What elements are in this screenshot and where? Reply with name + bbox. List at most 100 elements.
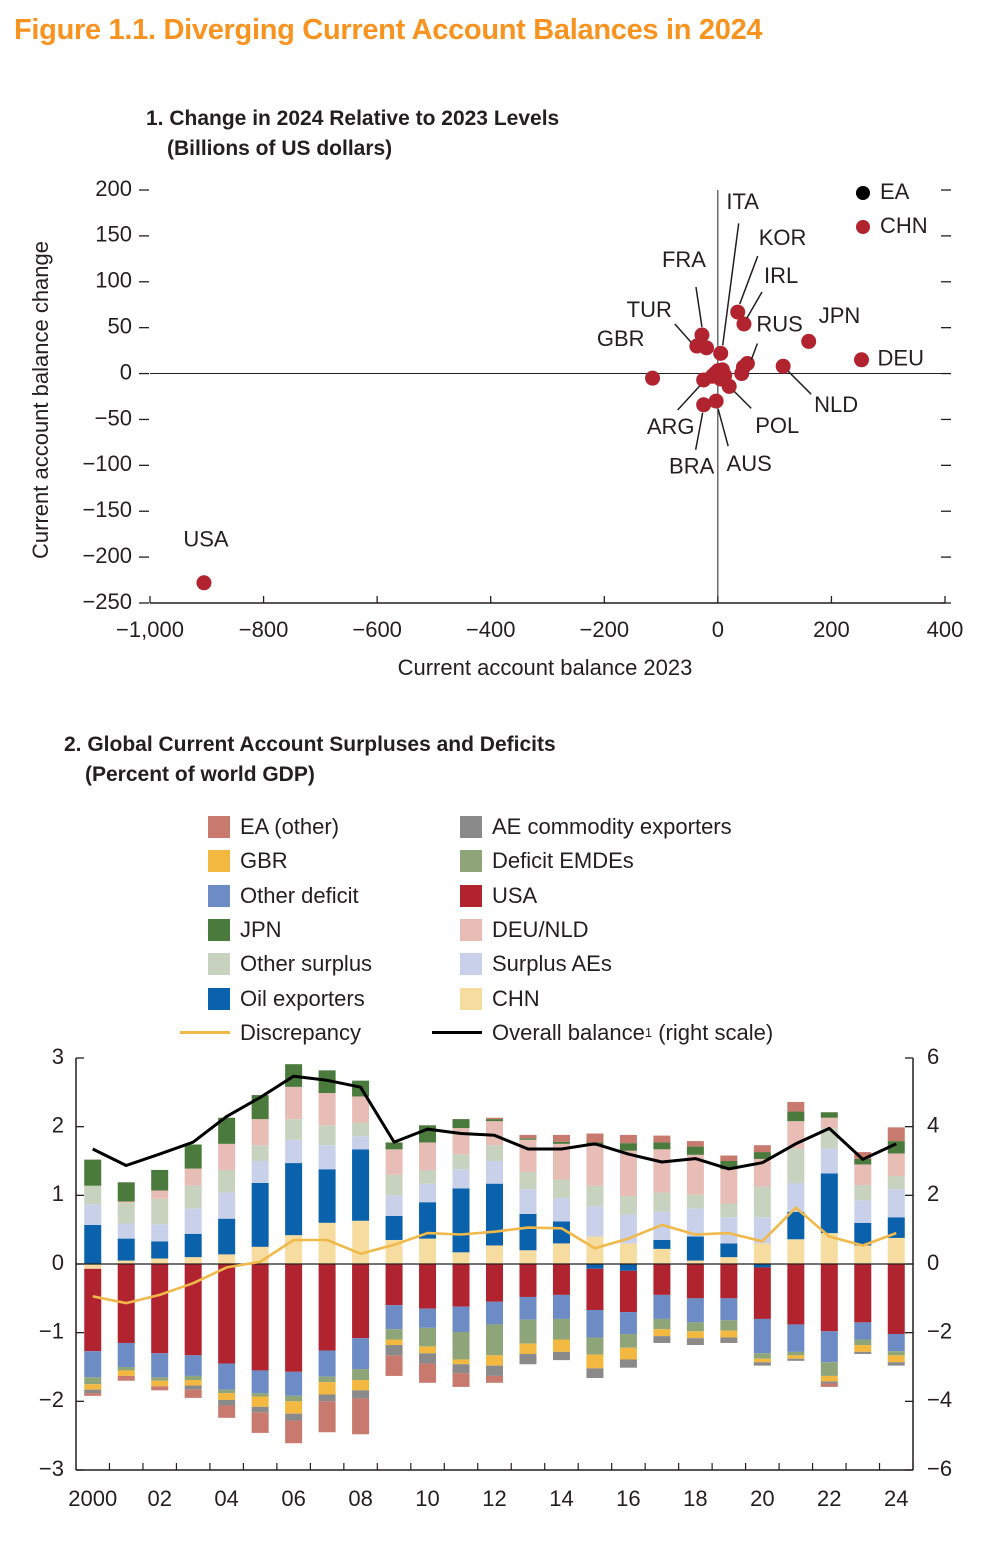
bar-segment-gbr <box>318 1382 336 1395</box>
scatter-point-nld <box>775 358 791 374</box>
bar-segment-ea-other- <box>151 1386 169 1391</box>
legend-item: Other surplus <box>180 949 372 979</box>
scatter-point <box>707 366 723 382</box>
x-tick-label: −600 <box>352 617 402 642</box>
bar-segment-chn <box>318 1222 336 1264</box>
bar-segment-deu-nld <box>653 1149 671 1193</box>
bar-segment-jpn <box>117 1182 135 1202</box>
bar-segment-other-surplus <box>720 1203 738 1218</box>
y-axis-title: Current account balance change <box>28 241 53 559</box>
y-tick-label: 50 <box>108 313 132 338</box>
bar-segment-surplus-aes <box>519 1189 537 1214</box>
bar-segment-other-deficit <box>854 1322 872 1340</box>
bar-segment-gbr <box>619 1347 637 1360</box>
bar-segment-ae-commodity-exporters <box>84 1389 102 1394</box>
bar-segment-ea-other- <box>117 1375 135 1381</box>
bar-segment-other-surplus <box>552 1179 570 1199</box>
x-tick-label: −200 <box>580 617 630 642</box>
bar-segment-jpn <box>486 1119 503 1122</box>
scatter-point-jpn <box>801 333 817 349</box>
legend-label: Deficit EMDEs <box>492 848 634 874</box>
bar-segment-jpn <box>854 1158 872 1165</box>
x-tick-label: 14 <box>549 1486 573 1511</box>
bar-segment-deficit-emdes <box>586 1337 604 1355</box>
y-tick-label: 100 <box>95 268 132 293</box>
bar-segment-surplus-aes <box>151 1224 169 1242</box>
bar-segment-other-deficit <box>686 1298 704 1323</box>
bar-segment-ae-commodity-exporters <box>218 1399 236 1406</box>
bar-segment-jpn <box>552 1141 570 1144</box>
bar-segment-oil-exporters <box>686 1236 704 1261</box>
legend-item: GBR <box>180 846 288 876</box>
bar-segment-other-deficit <box>753 1318 771 1354</box>
bar-segment-surplus-aes <box>352 1136 370 1150</box>
bar-segment-other-surplus <box>218 1169 236 1193</box>
legend-line-swatch <box>180 1031 230 1035</box>
leader-line-arg <box>677 385 701 411</box>
bar-segment-oil-exporters <box>117 1238 135 1261</box>
scatter-point-gbr <box>645 370 661 386</box>
bar-segment-other-deficit <box>887 1334 905 1352</box>
legend-swatch <box>460 987 482 1010</box>
panel2-title-line1: 2. Global Current Account Surpluses and … <box>64 733 556 756</box>
right-tick-label: 0 <box>927 1250 939 1275</box>
right-tick-label: −2 <box>927 1318 952 1343</box>
bar-segment-surplus-aes <box>686 1208 704 1237</box>
bar-segment-deu-nld <box>218 1143 236 1170</box>
bar-segment-other-deficit <box>117 1342 135 1367</box>
x-tick-label: 18 <box>683 1486 707 1511</box>
bar-segment-deu-nld <box>586 1145 604 1186</box>
panel1-title-line2: (Billions of US dollars) <box>167 137 393 160</box>
point-label-arg: ARG <box>647 414 695 439</box>
y-tick-label: 150 <box>95 222 132 247</box>
bar-segment-ae-commodity-exporters <box>887 1362 905 1366</box>
bar-segment-deu-nld <box>519 1139 537 1172</box>
leader-line-fra <box>695 286 703 328</box>
bar-segment-ea-other- <box>486 1375 503 1383</box>
legend-swatch <box>208 884 230 907</box>
legend-item: Other deficit <box>180 881 359 911</box>
bar-segment-deficit-emdes <box>854 1339 872 1346</box>
bar-segment-jpn <box>820 1112 838 1118</box>
bar-segment-chn <box>787 1239 805 1264</box>
x-tick-label: 22 <box>817 1486 841 1511</box>
bar-segment-other-deficit <box>318 1350 336 1377</box>
bar-segment-ea-other- <box>820 1383 838 1387</box>
bar-segment-ea-other- <box>385 1355 403 1376</box>
leader-line-kor <box>739 255 759 305</box>
bar-segment-other-surplus <box>151 1198 169 1225</box>
bar-segment-other-deficit <box>820 1331 838 1363</box>
bar-segment-other-surplus <box>653 1192 671 1212</box>
bar-segment-deficit-emdes <box>753 1353 771 1359</box>
bar-segment-deficit-emdes <box>117 1367 135 1371</box>
bar-segment-ea-other- <box>887 1127 905 1142</box>
legend-item: CHN <box>432 984 540 1014</box>
legend-superscript: 1 <box>644 1025 653 1041</box>
bar-segment-ea-other- <box>218 1405 236 1418</box>
bar-segment-ae-commodity-exporters <box>686 1338 704 1346</box>
bar-segment-other-surplus <box>385 1174 403 1196</box>
bar-segment-oil-exporters <box>285 1163 303 1236</box>
bar-segment-other-deficit <box>251 1370 269 1394</box>
x-tick-label: 0 <box>712 617 724 642</box>
left-tick-label: 3 <box>52 1044 64 1069</box>
bar-segment-surplus-aes <box>586 1206 604 1237</box>
left-tick-label: −3 <box>39 1456 64 1481</box>
x-tick-label: 2000 <box>68 1486 117 1511</box>
bar-segment-surplus-aes <box>720 1217 738 1244</box>
legend-item: EA (other) <box>180 812 339 842</box>
scatter-point-irl <box>736 316 752 332</box>
bar-segment-oil-exporters <box>854 1222 872 1246</box>
bar-segment-other-deficit <box>419 1308 437 1328</box>
bar-segment-usa <box>419 1264 437 1309</box>
bar-segment-deficit-emdes <box>887 1351 905 1356</box>
right-tick-label: 6 <box>927 1044 939 1069</box>
scatter-point-ita <box>713 345 729 361</box>
bar-segment-jpn <box>84 1159 102 1186</box>
bar-segment-chn <box>419 1238 437 1264</box>
bar-segment-chn <box>151 1258 169 1264</box>
bar-segment-deu-nld <box>486 1121 503 1146</box>
bar-segment-oil-exporters <box>419 1202 437 1239</box>
y-tick-label: −250 <box>82 589 132 614</box>
bar-segment-oil-exporters <box>653 1239 671 1249</box>
